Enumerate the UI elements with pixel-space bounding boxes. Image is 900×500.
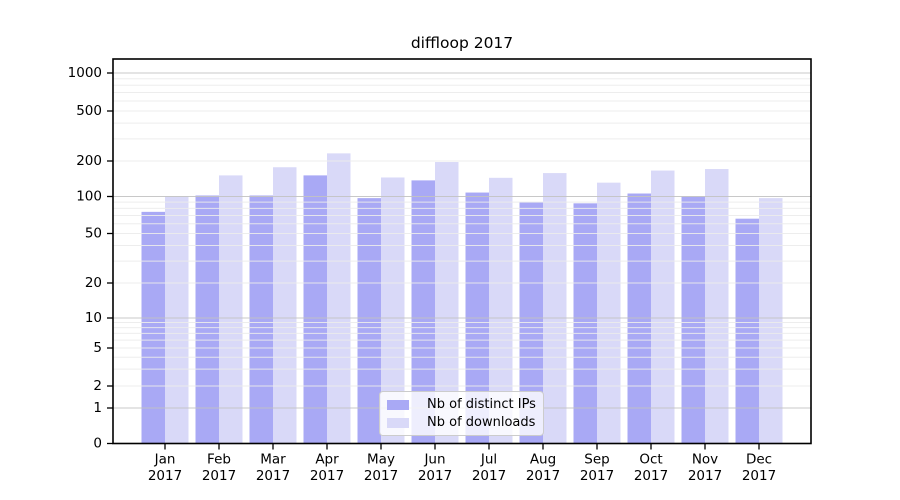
x-tick-label: Mar 2017	[256, 452, 290, 485]
bar-nb-of-distinct-ips-dec	[735, 218, 759, 444]
bar-nb-of-distinct-ips-nov	[681, 196, 705, 444]
legend-item-downloads: Nb of downloads	[387, 415, 535, 430]
legend: Nb of distinct IPs Nb of downloads	[379, 391, 544, 436]
x-tick-label: Apr 2017	[310, 452, 344, 485]
y-tick-label: 20	[85, 275, 102, 291]
bar-nb-of-distinct-ips-jun	[411, 180, 435, 444]
bar-nb-of-downloads-may	[381, 177, 405, 444]
legend-label-distinct-ips: Nb of distinct IPs	[427, 397, 536, 412]
bar-nb-of-distinct-ips-apr	[303, 175, 327, 444]
x-tick-label: Jun 2017	[418, 452, 452, 485]
y-tick-label: 5	[93, 340, 102, 356]
y-tick-label: 200	[76, 153, 102, 169]
bar-nb-of-distinct-ips-sep	[573, 203, 597, 444]
legend-swatch-distinct-ips	[387, 399, 409, 410]
x-tick-label: Nov 2017	[688, 452, 722, 485]
bar-nb-of-downloads-jun	[435, 162, 459, 444]
y-tick-label: 2	[93, 378, 102, 394]
y-tick-label: 100	[76, 189, 102, 205]
y-tick-label: 1	[93, 400, 102, 416]
y-tick-label: 0	[93, 436, 102, 452]
y-tick-label: 50	[85, 226, 102, 242]
legend-label-downloads: Nb of downloads	[427, 415, 536, 430]
bar-nb-of-downloads-apr	[327, 153, 351, 444]
bar-nb-of-downloads-sep	[597, 182, 621, 444]
bar-nb-of-downloads-aug	[543, 173, 567, 444]
x-tick-label: May 2017	[364, 452, 398, 485]
bar-nb-of-distinct-ips-mar	[249, 195, 273, 444]
y-tick-label: 500	[76, 103, 102, 119]
legend-swatch-downloads	[387, 417, 409, 428]
x-tick-label: Jan 2017	[148, 452, 182, 485]
x-tick-label: Aug 2017	[526, 452, 560, 485]
bar-nb-of-downloads-jan	[165, 196, 189, 444]
y-tick-label: 10	[85, 310, 102, 326]
bar-nb-of-distinct-ips-may	[357, 198, 381, 444]
bar-nb-of-downloads-dec	[759, 198, 783, 444]
x-tick-label: Sep 2017	[580, 452, 614, 485]
y-tick-label: 1000	[68, 65, 102, 81]
bar-nb-of-downloads-feb	[219, 175, 243, 444]
bar-nb-of-downloads-nov	[705, 169, 729, 444]
bar-nb-of-downloads-jul	[489, 177, 513, 444]
x-tick-label: Oct 2017	[634, 452, 668, 485]
bar-nb-of-downloads-mar	[273, 167, 297, 444]
x-tick-label: Feb 2017	[202, 452, 236, 485]
bar-nb-of-distinct-ips-feb	[195, 195, 219, 444]
plot-frame	[112, 58, 812, 445]
x-tick-label: Dec 2017	[742, 452, 776, 485]
x-tick-label: Jul 2017	[472, 452, 506, 485]
legend-item-distinct-ips: Nb of distinct IPs	[387, 397, 536, 412]
bar-nb-of-downloads-oct	[651, 170, 675, 444]
chart-title: diffloop 2017	[410, 34, 514, 52]
